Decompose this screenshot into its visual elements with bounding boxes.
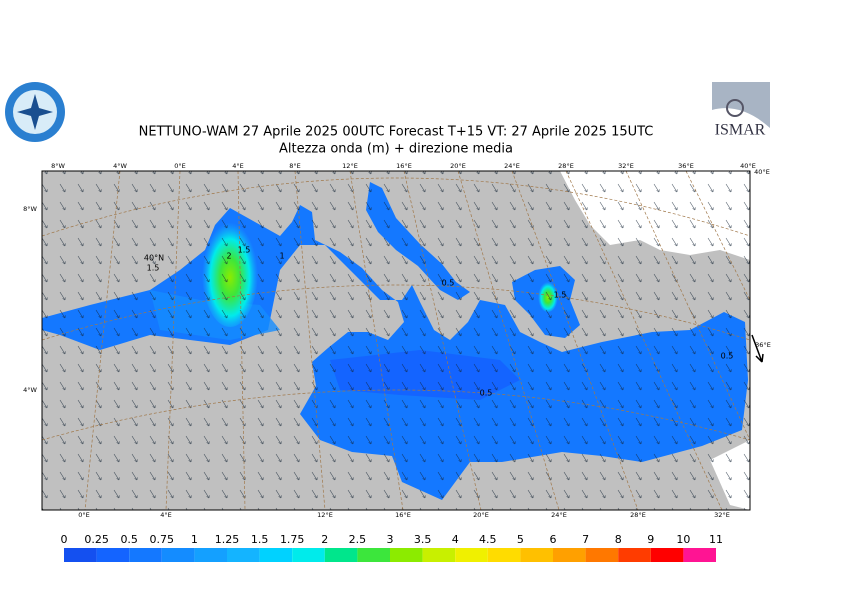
colorbar-box bbox=[553, 548, 586, 562]
colorbar-box bbox=[520, 548, 553, 562]
colorbar-label: 2 bbox=[321, 533, 328, 546]
graticule-label: 4°W bbox=[113, 162, 127, 170]
colorbar-label: 8 bbox=[615, 533, 622, 546]
map bbox=[42, 171, 750, 510]
colorbar-label: 9 bbox=[647, 533, 654, 546]
graticule-label: 24°E bbox=[551, 511, 567, 519]
graticule bbox=[42, 171, 750, 510]
colorbar-box bbox=[650, 548, 684, 562]
colorbar: 0 0.25 0.5 0.75 1 1.25 1.5 1.75 2 2.5 3 3.5 4 4.5 5 6 7 8… bbox=[61, 533, 723, 562]
graticule-label: 20°E bbox=[450, 162, 466, 170]
colorbar-box bbox=[161, 548, 195, 562]
graticule-label: 40°E bbox=[740, 162, 756, 170]
graticule-label: 32°E bbox=[618, 162, 634, 170]
colorbar-box bbox=[487, 548, 521, 562]
colorbar-label: 3.5 bbox=[414, 533, 432, 546]
colorbar-box bbox=[227, 548, 260, 562]
colorbar-label: 0.75 bbox=[150, 533, 175, 546]
contour-label: 0.5 bbox=[480, 389, 493, 398]
contour-label: 1.5 bbox=[147, 264, 160, 273]
graticule-label: 4°E bbox=[232, 162, 244, 170]
title: NETTUNO-WAM 27 Aprile 2025 00UTC Forecas… bbox=[139, 125, 654, 140]
contour-label: 1.5 bbox=[554, 291, 567, 300]
colorbar-box bbox=[618, 548, 651, 562]
graticule-label: 20°E bbox=[473, 511, 489, 519]
graticule-label: 0°E bbox=[174, 162, 186, 170]
graticule-label: 4°E bbox=[160, 511, 172, 519]
colorbar-label: 1.25 bbox=[215, 533, 240, 546]
subtitle: Altezza onda (m) + direzione media bbox=[279, 142, 513, 157]
map-frame bbox=[41, 170, 751, 511]
colorbar-label: 11 bbox=[709, 533, 723, 546]
colorbar-box bbox=[292, 548, 325, 562]
colorbar-box bbox=[422, 548, 456, 562]
contour-label: 1.5 bbox=[238, 246, 251, 255]
colorbar-label: 10 bbox=[676, 533, 690, 546]
colorbar-box bbox=[585, 548, 619, 562]
graticule-label: 8°W bbox=[51, 162, 65, 170]
labels: 8°W 4°W 0°E 4°E 8°E 12°E 16°E 20°E 24°E 28°E 32°E 3… bbox=[23, 162, 771, 519]
colorbar-box bbox=[64, 548, 97, 562]
logo-right: ISMAR bbox=[710, 80, 770, 142]
colorbar-box bbox=[324, 548, 358, 562]
graticule-label: 0°E bbox=[78, 511, 90, 519]
colorbar-label: 1 bbox=[191, 533, 198, 546]
colorbar-label: 5 bbox=[517, 533, 524, 546]
colorbar-label: 0 bbox=[61, 533, 68, 546]
arrow bbox=[751, 334, 764, 363]
graticule-label: 28°E bbox=[630, 511, 646, 519]
logo-left bbox=[5, 82, 65, 142]
graticule-label: 12°E bbox=[342, 162, 358, 170]
graticule-label: 16°E bbox=[395, 511, 411, 519]
colorbar-label: 1.5 bbox=[251, 533, 269, 546]
graticule-label: 36°E bbox=[755, 341, 771, 349]
colorbar-label: 1.75 bbox=[280, 533, 305, 546]
colorbar-label: 4.5 bbox=[479, 533, 497, 546]
graticule-label: 8°E bbox=[289, 162, 301, 170]
contour-label: 0.5 bbox=[442, 279, 455, 288]
colorbar-box bbox=[259, 548, 293, 562]
colorbar-box bbox=[455, 548, 488, 562]
graticule-label: 36°E bbox=[678, 162, 694, 170]
logo-text: ISMAR bbox=[715, 122, 766, 139]
colorbar-label: 0.5 bbox=[120, 533, 138, 546]
contour-label: 0.5 bbox=[721, 352, 734, 361]
contour-label: 2 bbox=[226, 252, 231, 261]
colorbar-label: 6 bbox=[550, 533, 557, 546]
colorbar-box bbox=[683, 548, 716, 562]
colorbar-label: 7 bbox=[582, 533, 589, 546]
graticule-label: 28°E bbox=[558, 162, 574, 170]
graticule-label: 4°W bbox=[23, 386, 37, 394]
colorbar-box bbox=[357, 548, 390, 562]
colorbar-box bbox=[129, 548, 162, 562]
graticule-label: 16°E bbox=[396, 162, 412, 170]
colorbar-label: 0.25 bbox=[84, 533, 109, 546]
colorbar-label: 4 bbox=[452, 533, 459, 546]
colorbar-label: 2.5 bbox=[349, 533, 367, 546]
graticule-label: 32°E bbox=[714, 511, 730, 519]
colorbar-box bbox=[390, 548, 423, 562]
graticule-label: 40°E bbox=[754, 168, 770, 176]
graticule-label: 24°E bbox=[504, 162, 520, 170]
colorbar-label: 3 bbox=[387, 533, 394, 546]
colorbar-box bbox=[194, 548, 227, 562]
graticule-label: 8°W bbox=[23, 205, 37, 213]
graticule-label: 12°E bbox=[317, 511, 333, 519]
contour-label: 1 bbox=[279, 252, 284, 261]
colorbar-box bbox=[96, 548, 130, 562]
contour-label: 40°N bbox=[144, 254, 164, 263]
